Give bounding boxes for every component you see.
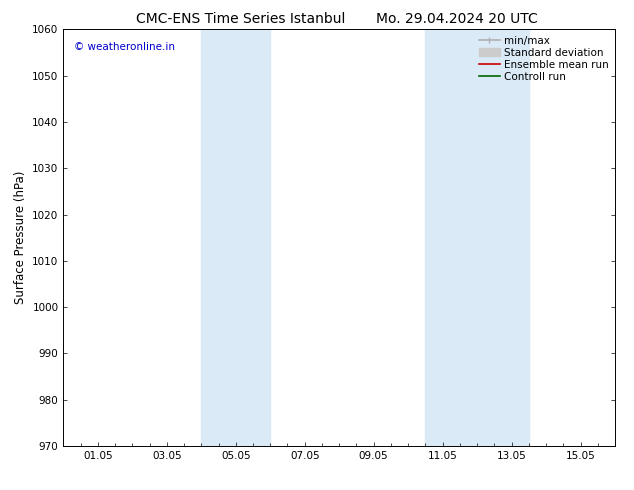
Y-axis label: Surface Pressure (hPa): Surface Pressure (hPa) (14, 171, 27, 304)
Text: CMC-ENS Time Series Istanbul: CMC-ENS Time Series Istanbul (136, 12, 346, 26)
Bar (202, 29, 270, 446)
Text: © weatheronline.in: © weatheronline.in (74, 42, 176, 52)
Text: Mo. 29.04.2024 20 UTC: Mo. 29.04.2024 20 UTC (375, 12, 538, 26)
Bar (425, 29, 529, 446)
Legend: min/max, Standard deviation, Ensemble mean run, Controll run: min/max, Standard deviation, Ensemble me… (475, 31, 613, 86)
